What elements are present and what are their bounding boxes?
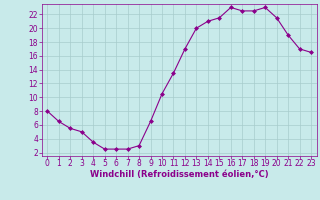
X-axis label: Windchill (Refroidissement éolien,°C): Windchill (Refroidissement éolien,°C) [90,170,268,179]
